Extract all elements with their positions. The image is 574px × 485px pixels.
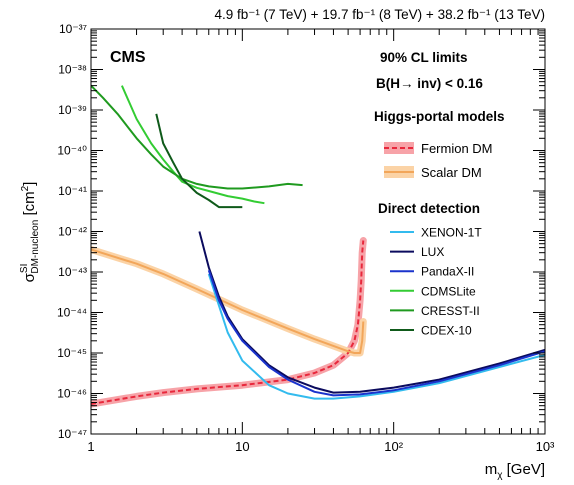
scalar-dm-curve	[91, 248, 365, 354]
y-tick-label: 10⁻³⁹	[58, 103, 87, 117]
legend-title-direct-detection: Direct detection	[378, 201, 480, 216]
cdex-10-curve	[155, 113, 243, 209]
legend: Higgs-portal models Fermion DM Scalar DM Di…	[374, 109, 505, 338]
x-axis-label: mχ [GeV]	[485, 461, 545, 481]
pandax-ii-legend-label: PandaX-II	[421, 265, 474, 279]
y-tick-label: 10⁻⁴³	[58, 265, 87, 279]
uncertainty-bands	[91, 237, 367, 408]
x-tick-label: 10	[235, 439, 249, 454]
plot-area: 1 10 10² 10³ 10⁻⁴⁷ 10⁻⁴⁶ 10⁻⁴⁵ 10⁻⁴⁴ 10⁻⁴³ 10⁻⁴² 1…	[57, 22, 555, 454]
cms-label: CMS	[110, 49, 146, 66]
xenon-1t-curve	[207, 273, 545, 400]
y-axis-label: σSIDM-nucleon [cm2]	[19, 182, 41, 283]
scalar-dm-legend-label: Scalar DM	[421, 165, 482, 180]
chart-title: 4.9 fb⁻¹ (7 TeV) + 19.7 fb⁻¹ (8 TeV) + 3…	[214, 7, 545, 22]
br-annotation: B(H→ inv) < 0.16	[376, 76, 483, 91]
fermion-dm-curve	[91, 240, 365, 405]
cdex-10-legend-label: CDEX-10	[421, 324, 472, 338]
cresst-ii-legend-label: CRESST-II	[421, 304, 480, 318]
fermion-dm-legend-band	[384, 142, 414, 154]
cdmslite-legend-label: CDMSLite	[421, 284, 476, 298]
lux-curve	[198, 231, 545, 394]
y-tick-label: 10⁻⁴⁰	[57, 144, 87, 158]
y-tick-label: 10⁻⁴⁶	[57, 387, 87, 401]
pandax-ii-curve	[207, 269, 545, 397]
fermion-dm-legend-label: Fermion DM	[421, 141, 493, 156]
scalar-dm-band	[91, 246, 367, 357]
x-tick-label: 1	[87, 439, 94, 454]
y-tick-label: 10⁻³⁸	[58, 63, 87, 77]
x-tick-label: 10³	[536, 439, 555, 454]
y-tick-label: 10⁻⁴²	[58, 225, 87, 239]
y-tick-label: 10⁻³⁷	[59, 22, 87, 36]
cresst-ii-curve	[91, 84, 303, 190]
axis-ticks: 1 10 10² 10³ 10⁻⁴⁷ 10⁻⁴⁶ 10⁻⁴⁵ 10⁻⁴⁴ 10⁻⁴³ 10⁻⁴² 1…	[57, 22, 555, 454]
xenon-1t-legend-label: XENON-1T	[421, 226, 482, 240]
y-tick-label: 10⁻⁴⁵	[57, 346, 87, 360]
series-curves	[91, 84, 545, 405]
cl-annotation: 90% CL limits	[380, 50, 468, 65]
y-tick-label: 10⁻⁴⁴	[57, 306, 87, 320]
legend-title-higgs-portal: Higgs-portal models	[374, 109, 505, 124]
y-tick-label: 10⁻⁴¹	[58, 184, 87, 198]
x-tick-label: 10²	[384, 439, 403, 454]
lux-legend-label: LUX	[421, 245, 444, 259]
y-tick-label: 10⁻⁴⁷	[58, 427, 87, 441]
